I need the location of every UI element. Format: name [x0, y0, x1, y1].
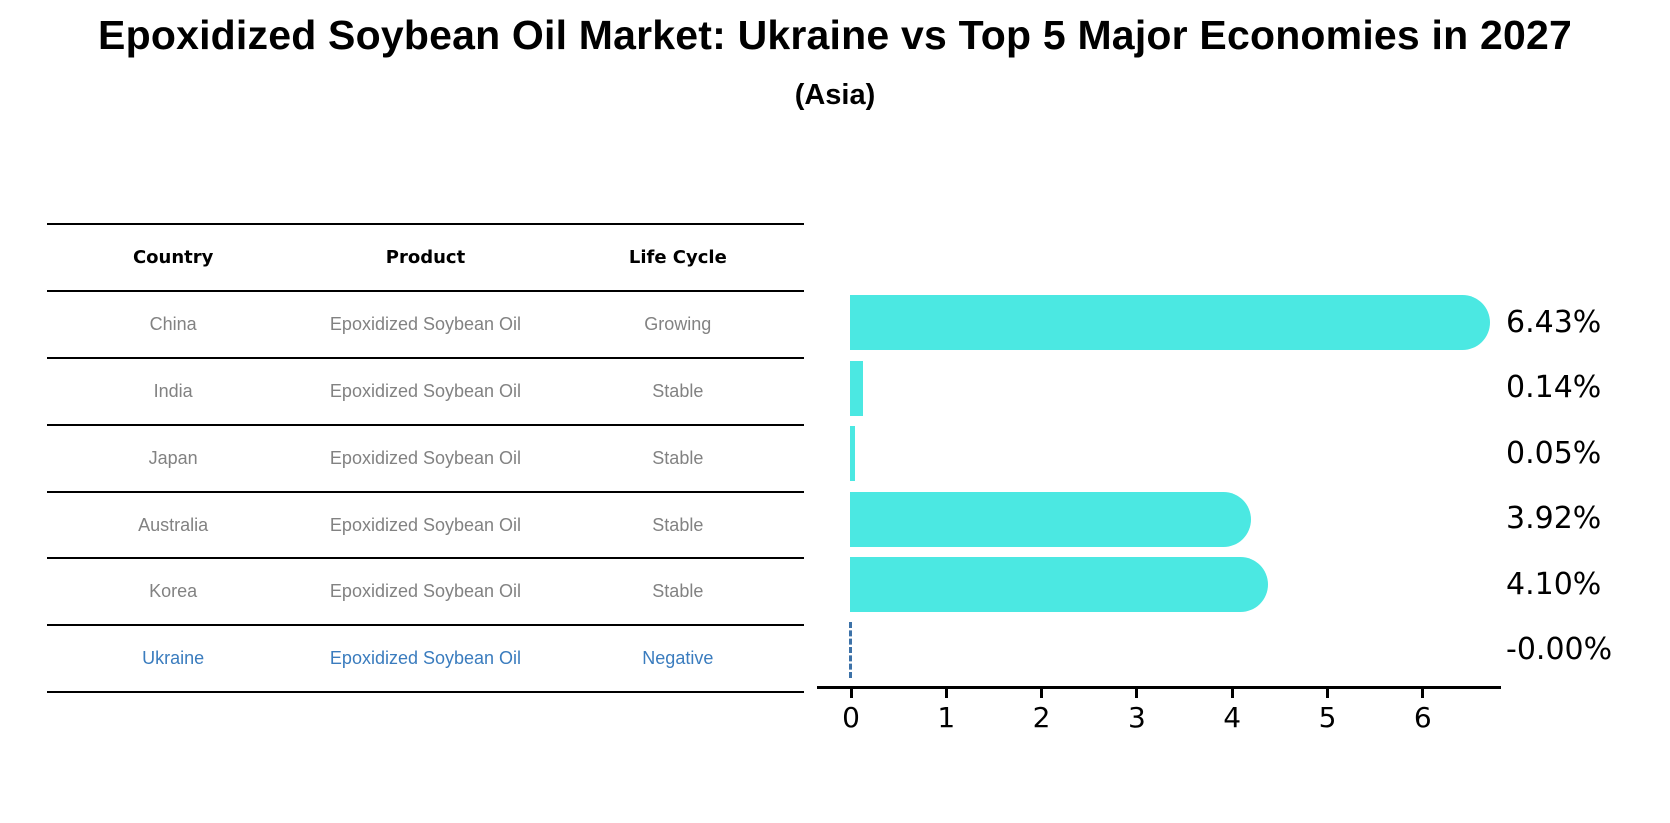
bar-india	[850, 360, 864, 416]
cell-life-cycle: Stable	[652, 380, 704, 401]
table-row-china: China Epoxidized Soybean Oil Growing	[47, 289, 804, 357]
column-header-product: Product	[385, 246, 466, 268]
x-axis-tick-label: 1	[937, 701, 956, 734]
cell-country: Korea	[149, 581, 198, 602]
cell-product: Epoxidized Soybean Oil	[329, 514, 522, 535]
page-title: Epoxidized Soybean Oil Market: Ukraine v…	[98, 12, 1572, 58]
page-subtitle: (Asia)	[794, 79, 876, 111]
table-row-australia: Australia Epoxidized Soybean Oil Stable	[47, 490, 804, 558]
value-label-china: 6.43%	[1506, 304, 1602, 340]
country-table: Country Product Life Cycle China Epoxidi…	[47, 223, 804, 694]
cell-life-cycle: Stable	[652, 581, 704, 602]
x-axis-tick	[944, 689, 948, 698]
column-header-life-cycle: Life Cycle	[628, 246, 727, 268]
x-axis-tick-label: 6	[1413, 701, 1432, 734]
table-row-ukraine: Ukraine Epoxidized Soybean Oil Negative	[47, 624, 804, 691]
column-header-country: Country	[132, 246, 214, 268]
value-label-japan: 0.05%	[1506, 435, 1602, 471]
cell-country: India	[153, 380, 193, 401]
cell-country: Japan	[148, 447, 198, 468]
x-axis-tick	[1135, 689, 1139, 698]
x-axis-tick-label: 0	[842, 701, 860, 734]
cell-product: Epoxidized Soybean Oil	[329, 313, 522, 334]
x-axis-tick-label: 4	[1223, 701, 1242, 734]
bar-korea	[850, 557, 1269, 612]
ukraine-zero-dashed-line	[849, 622, 852, 678]
cell-country: Ukraine	[142, 648, 205, 669]
x-axis-tick-label: 2	[1032, 701, 1051, 734]
table-row-japan: Japan Epoxidized Soybean Oil Stable	[47, 423, 804, 491]
cell-product: Epoxidized Soybean Oil	[329, 581, 522, 602]
x-axis-tick	[1421, 689, 1425, 698]
cell-country: Australia	[138, 514, 209, 535]
value-label-australia: 3.92%	[1506, 501, 1602, 536]
cell-life-cycle: Stable	[652, 514, 704, 535]
table-row-korea: Korea Epoxidized Soybean Oil Stable	[47, 557, 804, 624]
value-label-ukraine: -0.00%	[1506, 632, 1613, 667]
x-axis-tick	[1040, 689, 1044, 698]
bar-japan	[850, 426, 855, 481]
table-row-india: India Epoxidized Soybean Oil Stable	[47, 356, 804, 424]
bar-australia	[850, 491, 1252, 547]
value-label-korea: 4.10%	[1506, 566, 1602, 602]
value-label-india: 0.14%	[1506, 370, 1602, 405]
cell-product: Epoxidized Soybean Oil	[329, 648, 522, 669]
x-axis-line	[817, 686, 1501, 689]
table-header-row: Country Product Life Cycle	[47, 223, 804, 290]
cell-product: Epoxidized Soybean Oil	[329, 447, 522, 468]
x-axis-tick-label: 3	[1127, 701, 1146, 734]
cell-life-cycle: Stable	[652, 447, 704, 468]
x-axis-tick	[1326, 689, 1329, 698]
cell-product: Epoxidized Soybean Oil	[329, 380, 522, 401]
x-axis-tick	[1230, 689, 1234, 698]
x-axis-tick	[849, 689, 853, 698]
cell-life-cycle: Negative	[642, 648, 714, 669]
cell-life-cycle: Growing	[644, 313, 712, 334]
cell-country: China	[149, 313, 197, 334]
x-axis-tick-label: 5	[1318, 701, 1337, 734]
bar-china	[850, 295, 1491, 350]
